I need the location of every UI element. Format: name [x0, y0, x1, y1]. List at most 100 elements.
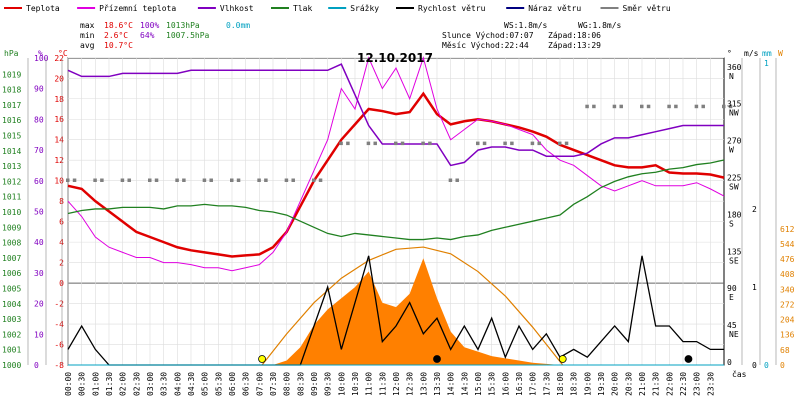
wind-direction-point: [127, 178, 131, 182]
x-tick-label: 16:00: [501, 372, 510, 396]
w-tick-label: 204: [780, 316, 795, 325]
c-tick-label: 6: [59, 218, 64, 227]
stat-avg-label: avg: [80, 41, 95, 50]
wind-direction-point: [722, 104, 726, 109]
wind-direction-point: [510, 141, 514, 146]
deg-tick-label: 225: [727, 174, 742, 183]
chart-title: 12.10.2017: [357, 51, 433, 65]
mm-tick-label: 0: [764, 361, 769, 370]
x-tick-label: 08:30: [296, 372, 305, 396]
wind-direction-point: [455, 178, 459, 182]
w-tick-label: 612: [780, 225, 795, 234]
ms-axis-label: m/s: [744, 49, 759, 58]
hpa-tick-label: 1004: [2, 300, 21, 309]
x-tick-label: 12:00: [392, 372, 401, 396]
stat-max-press: 1013hPa: [166, 21, 200, 30]
x-tick-label: 02:00: [119, 372, 128, 396]
c-tick-label: 10: [54, 177, 64, 186]
event-markers: [258, 355, 693, 363]
wind-direction-point: [476, 141, 480, 146]
stat-avg-temp: 10.7°C: [104, 41, 133, 50]
deg-tick-label: 360: [727, 63, 742, 72]
wind-direction-point: [530, 141, 535, 146]
c-tick-label: 4: [59, 238, 64, 247]
wind-direction-point: [230, 178, 234, 182]
x-tick-label: 04:00: [173, 372, 182, 396]
wind-direction-point: [503, 141, 507, 146]
wind-direction-point: [558, 141, 562, 146]
wind-direction-point: [373, 141, 377, 146]
dir-tick-label: E: [729, 293, 734, 302]
x-tick-label: 21:30: [652, 372, 661, 396]
c-tick-label: 0: [59, 279, 64, 288]
wind-direction-point: [312, 178, 316, 182]
x-tick-label: 07:30: [269, 372, 278, 396]
x-tick-label: 22:30: [679, 372, 688, 396]
x-tick-label: 03:00: [146, 372, 155, 396]
x-tick-label: 23:00: [693, 372, 702, 396]
wind-direction-point: [728, 104, 733, 109]
x-tick-label: 00:00: [64, 372, 73, 396]
wind-direction-point: [667, 104, 671, 109]
stat-min-temp: 2.6°C: [104, 31, 128, 40]
hpa-tick-label: 1015: [2, 132, 21, 141]
x-tick-label: 09:30: [324, 372, 333, 396]
stat-min-press: 1007.5hPa: [166, 31, 210, 40]
hpa-tick-label: 1002: [2, 330, 21, 339]
wind-direction-point: [585, 104, 589, 109]
c-tick-label: -6: [54, 341, 64, 350]
wind-speed-info: WS:1.8m/s: [504, 21, 548, 30]
series-line-tlak: [67, 159, 725, 241]
hpa-tick-label: 1007: [2, 254, 21, 263]
x-tick-label: 14:00: [447, 372, 456, 396]
deg-tick-label: 45: [727, 321, 737, 330]
c-tick-label: 2: [59, 259, 64, 268]
stat-max-temp: 18.6°C: [104, 21, 133, 30]
wind-direction-point: [428, 141, 432, 146]
x-tick-label: 03:30: [160, 372, 169, 396]
x-tick-label: 14:30: [460, 372, 469, 396]
hpa-tick-label: 1014: [2, 147, 21, 156]
deg-tick-label: 90: [727, 284, 737, 293]
hpa-tick-label: 1016: [2, 116, 21, 125]
sun-rise-info: Slunce Východ:07:07: [442, 31, 534, 40]
wind-direction-point: [236, 178, 241, 182]
dir-tick-label: SW: [729, 183, 739, 192]
legend-label: Náraz větru: [528, 4, 581, 13]
w-tick-label: 68: [780, 346, 790, 355]
x-tick-label: 01:30: [105, 372, 114, 396]
wind-direction-point: [564, 141, 569, 146]
w-tick-label: 340: [780, 285, 795, 294]
wind-direction-point: [448, 178, 453, 182]
stat-max-rain: 0.0mm: [226, 21, 250, 30]
hpa-tick-label: 1001: [2, 346, 21, 355]
legend: Teplota Přízemní teplota Vlhkost Tlak Srážky…: [4, 4, 671, 13]
stat-max-label: max: [80, 21, 95, 30]
c-tick-label: 22: [54, 54, 64, 63]
w-tick-label: 136: [780, 331, 795, 340]
legend-label: Teplota: [26, 4, 60, 13]
x-tick-label: 16:30: [515, 372, 524, 396]
x-tick-label: 00:30: [78, 372, 87, 396]
hpa-tick-label: 1011: [2, 193, 21, 202]
series-line-p-zemn-teplota: [67, 56, 725, 272]
x-tick-label: 19:30: [597, 372, 606, 396]
wind-direction-point: [674, 104, 678, 109]
wind-direction-point: [346, 141, 350, 146]
x-axis-label: čas: [732, 369, 747, 379]
x-tick-label: 11:00: [365, 372, 374, 396]
x-tick-label: 07:00: [255, 372, 264, 396]
moonrise-marker: [684, 355, 693, 363]
wind-direction-point: [100, 178, 104, 182]
x-tick-label: 06:00: [228, 372, 237, 396]
pct-tick-label: 70: [34, 146, 44, 155]
x-tick-label: 10:30: [351, 372, 360, 396]
hpa-tick-label: 1012: [2, 177, 21, 186]
wind-direction-point: [148, 178, 152, 182]
wind-gust-info: WG:1.8m/s: [578, 21, 622, 30]
wind-direction-point: [400, 141, 405, 146]
c-tick-label: 18: [54, 95, 64, 104]
deg-tick-label: 180: [727, 210, 742, 219]
hpa-tick-label: 1003: [2, 315, 21, 324]
